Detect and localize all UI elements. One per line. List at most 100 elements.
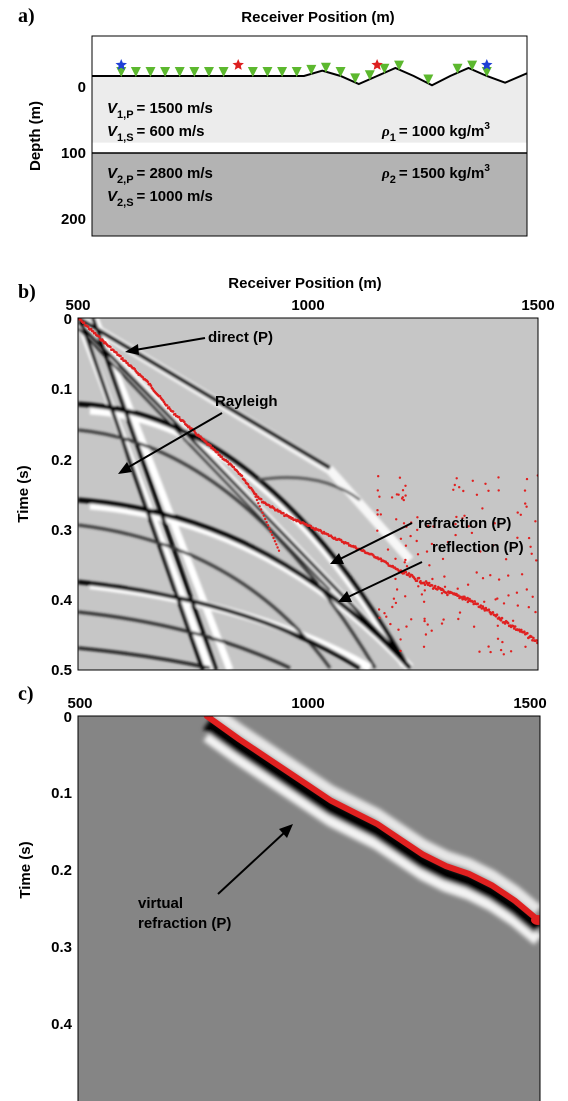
outlier-pick xyxy=(516,511,519,514)
outlier-pick xyxy=(422,600,426,603)
layer-1-region xyxy=(92,68,527,143)
refraction-arrow xyxy=(337,522,413,561)
outlier-pick xyxy=(530,552,533,555)
outlier-pick xyxy=(376,509,379,512)
first-break-pick xyxy=(404,570,408,574)
first-break-pick xyxy=(532,636,535,640)
panel-b-frame xyxy=(77,317,539,671)
first-break-pick xyxy=(98,335,101,338)
first-break-pick xyxy=(427,581,431,585)
receiver-marker xyxy=(481,67,492,77)
outlier-pick xyxy=(497,476,500,479)
receiver-marker xyxy=(174,67,185,77)
first-break-pick xyxy=(476,602,480,606)
outlier-pick xyxy=(424,633,428,636)
outlier-pick xyxy=(492,521,495,525)
wavefield-event xyxy=(78,610,291,670)
outlier-pick xyxy=(491,544,495,547)
virtual-refraction-halo xyxy=(203,731,540,945)
panel-a-yticks: 0 100 200 xyxy=(61,79,86,228)
outlier-pick xyxy=(395,588,399,591)
first-break-pick xyxy=(226,460,230,464)
outlier-pick xyxy=(458,486,461,489)
outlier-pick xyxy=(455,477,458,480)
panel-c-wavelet xyxy=(203,716,540,945)
outlier-pick xyxy=(452,488,455,491)
first-break-pick xyxy=(520,628,523,632)
first-break-pick xyxy=(417,576,421,580)
receivers xyxy=(116,60,492,85)
outlier-pick xyxy=(498,617,502,620)
outlier-pick xyxy=(494,598,497,601)
sources xyxy=(115,59,493,70)
virtual-refraction-label: virtual refraction (P) xyxy=(138,895,231,932)
outlier-pick xyxy=(458,611,462,614)
layer-2-vp-label: V2,P = 2800 m/s xyxy=(107,165,213,186)
panel-c-xtick: 1500 xyxy=(513,695,546,712)
receiver-marker xyxy=(203,67,214,77)
outlier-pick xyxy=(377,475,380,478)
first-break-pick xyxy=(240,474,244,478)
outlier-pick xyxy=(386,548,390,551)
refraction-arrowhead xyxy=(330,553,344,564)
kink-pick xyxy=(266,524,270,527)
kink-pick xyxy=(264,517,267,521)
outlier-pick xyxy=(504,558,508,561)
outlier-pick xyxy=(399,638,402,641)
kink-pick xyxy=(258,505,261,508)
first-break-pick xyxy=(500,616,504,620)
panel-c-ytick: 0 xyxy=(64,709,72,726)
outlier-pick xyxy=(391,605,394,609)
outlier-pick xyxy=(525,477,529,481)
outlier-pick xyxy=(430,629,433,632)
first-break-pick xyxy=(220,455,223,459)
first-break-pick xyxy=(481,605,485,608)
first-break-pick xyxy=(446,593,449,597)
wavefield-event xyxy=(78,579,362,670)
kink-pick xyxy=(262,514,265,517)
first-break-pick xyxy=(146,380,150,384)
outlier-pick xyxy=(379,557,383,561)
wavefield-event xyxy=(78,327,331,591)
first-break-pick xyxy=(415,579,419,583)
receiver-marker xyxy=(145,67,156,77)
panel-c-ytick: 0.1 xyxy=(51,785,72,802)
outlier-pick xyxy=(400,497,404,500)
outlier-pick xyxy=(422,645,426,648)
outlier-pick xyxy=(472,625,476,628)
first-break-pick xyxy=(177,415,181,419)
outlier-pick xyxy=(423,617,426,620)
virtual-refraction-arrowhead xyxy=(279,824,293,838)
first-break-pick xyxy=(109,345,112,349)
panel-b-yticks: 0 0.1 0.2 0.3 0.4 0.5 xyxy=(51,311,73,679)
first-break-pick xyxy=(487,608,491,611)
receiver-marker xyxy=(247,67,258,77)
first-break-pick xyxy=(491,611,495,614)
panel-a-frame xyxy=(91,35,528,237)
layer-2-vs-label: V2,S = 1000 m/s xyxy=(107,188,213,209)
outlier-pick xyxy=(404,558,407,562)
wavefield-event xyxy=(78,428,377,669)
outlier-pick xyxy=(442,618,445,621)
outlier-pick xyxy=(470,531,474,535)
kink-pick xyxy=(273,540,277,543)
first-break-pick xyxy=(503,622,507,625)
first-break-pick xyxy=(216,450,219,454)
kink-pick xyxy=(269,530,272,533)
outlier-pick xyxy=(443,575,446,578)
panel-c-yticks: 0 0.1 0.2 0.3 0.4 xyxy=(51,709,73,1033)
direct-wave-arrow xyxy=(134,337,206,351)
outlier-pick xyxy=(423,619,426,623)
outlier-pick xyxy=(527,536,531,540)
panel-a-ytick: 200 xyxy=(61,211,86,228)
panel-a-letter: a) xyxy=(18,5,35,27)
virtual-refraction-label-line2: refraction (P) xyxy=(138,915,231,932)
panel-b-xtick: 500 xyxy=(65,297,90,314)
reflection-label: reflection (P) xyxy=(432,539,524,556)
receiver-marker xyxy=(160,67,171,77)
kink-pick xyxy=(253,492,256,495)
wavefield-event xyxy=(78,320,407,662)
panel-c-frame xyxy=(77,715,541,1101)
outlier-pick xyxy=(502,653,505,656)
wavefield-event xyxy=(78,497,412,670)
